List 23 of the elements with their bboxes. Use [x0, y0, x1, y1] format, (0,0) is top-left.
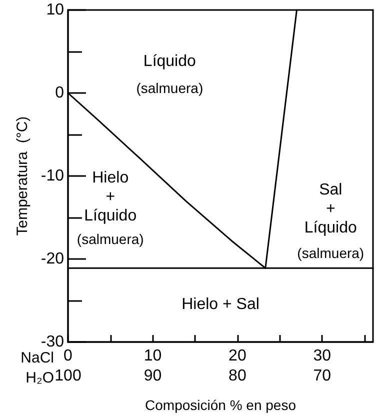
annotation: Sal + Líquido — [304, 182, 357, 237]
x2-tick-label: 90 — [144, 368, 162, 384]
annotation: Líquido — [143, 52, 196, 70]
x-tick-label: 10 — [144, 348, 162, 364]
y-tick-label: 0 — [55, 84, 64, 102]
y-axis-title: Temperatura (°C) — [14, 116, 31, 236]
annotation: (salmuera) — [76, 231, 144, 248]
annotation: (salmuera) — [136, 80, 204, 96]
x2-tick-label: 80 — [228, 368, 246, 384]
text: H₂O — [26, 370, 54, 386]
y-tick-label: -30 — [40, 334, 64, 350]
y-tick-label: -10 — [40, 168, 64, 184]
x-tick-label: 30 — [313, 348, 332, 364]
annotation: Hielo + Sal — [182, 296, 260, 314]
annotation: (salmuera) — [297, 245, 364, 262]
annotation: Hielo + Líquido — [84, 169, 137, 224]
y-tick-label: -20 — [40, 250, 64, 268]
x-axis-title: Composición % en peso — [145, 397, 296, 413]
text: NaCl — [20, 350, 54, 366]
y-tick-label: 10 — [46, 2, 64, 18]
x2-tick-label: 70 — [313, 368, 332, 384]
x2-tick-label: 100 — [54, 368, 82, 384]
x-tick-label: 20 — [228, 348, 246, 364]
